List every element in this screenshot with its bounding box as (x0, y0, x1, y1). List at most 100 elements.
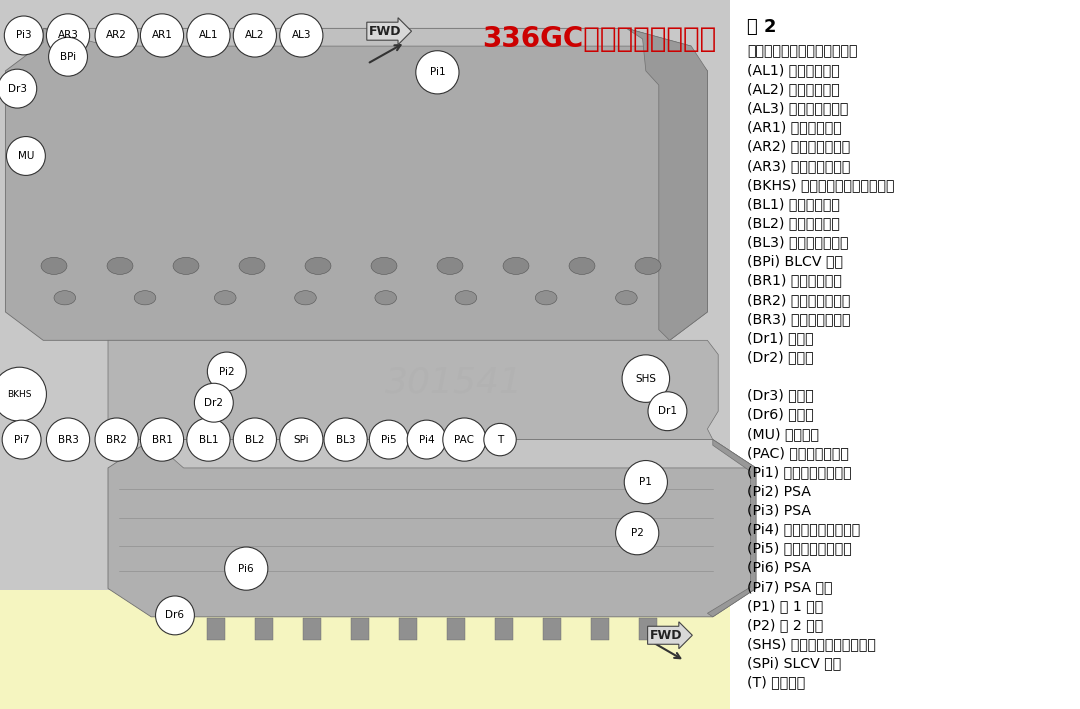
Circle shape (372, 257, 397, 274)
Text: AR2: AR2 (106, 30, 127, 40)
Text: (SPi) SLCV 端口: (SPi) SLCV 端口 (747, 657, 841, 671)
Text: Dr3: Dr3 (8, 84, 27, 94)
Ellipse shape (416, 51, 459, 94)
Bar (400, 618, 417, 640)
Polygon shape (151, 440, 756, 468)
Text: (P1) 泵 1 端口: (P1) 泵 1 端口 (747, 599, 824, 613)
Circle shape (536, 291, 557, 305)
Polygon shape (5, 28, 707, 340)
Text: 主控制阀端口（前部和后部）: 主控制阀端口（前部和后部） (747, 44, 858, 58)
Bar (0, 0, 730, 590)
Text: (PAC) 先导蓄能器端口: (PAC) 先导蓄能器端口 (747, 446, 849, 460)
Ellipse shape (484, 423, 516, 456)
Text: MU: MU (17, 151, 35, 161)
Text: SHS: SHS (635, 374, 657, 384)
Text: (BPi) BLCV 端口: (BPi) BLCV 端口 (747, 255, 843, 269)
Text: Dr2: Dr2 (204, 398, 224, 408)
Text: T: T (497, 435, 503, 445)
Text: BL2: BL2 (245, 435, 265, 445)
Text: AL2: AL2 (245, 30, 265, 40)
Circle shape (437, 257, 463, 274)
Text: (BL1) 向左前行端口: (BL1) 向左前行端口 (747, 197, 840, 211)
Text: (Dr1) 排流口: (Dr1) 排流口 (747, 331, 814, 345)
Text: (Pi3) PSA: (Pi3) PSA (747, 503, 811, 518)
Polygon shape (707, 440, 756, 617)
Circle shape (239, 257, 265, 274)
Text: AL1: AL1 (199, 30, 218, 40)
Circle shape (616, 291, 637, 305)
Bar (592, 618, 609, 640)
Ellipse shape (407, 420, 446, 459)
Text: P2: P2 (631, 528, 644, 538)
Text: FWD: FWD (369, 25, 402, 38)
Ellipse shape (207, 352, 246, 391)
Text: BR1: BR1 (151, 435, 173, 445)
Ellipse shape (443, 418, 486, 461)
Bar (351, 618, 368, 640)
Text: Pi1: Pi1 (430, 67, 445, 77)
Ellipse shape (2, 420, 41, 459)
Text: (Pi4) 回转制动器控制端口: (Pi4) 回转制动器控制端口 (747, 523, 861, 537)
Ellipse shape (0, 367, 46, 421)
Text: PAC: PAC (455, 435, 474, 445)
Text: Pi7: Pi7 (14, 435, 29, 445)
Text: AR3: AR3 (57, 30, 79, 40)
Text: Pi5: Pi5 (381, 435, 396, 445)
Ellipse shape (233, 418, 276, 461)
Text: (Dr3) 排流口: (Dr3) 排流口 (747, 389, 814, 403)
Circle shape (54, 291, 76, 305)
Circle shape (134, 291, 156, 305)
Bar (303, 618, 321, 640)
Text: Dr1: Dr1 (658, 406, 677, 416)
Bar (543, 618, 561, 640)
Ellipse shape (233, 14, 276, 57)
Polygon shape (626, 28, 707, 340)
Text: Pi3: Pi3 (16, 30, 31, 40)
Text: P1: P1 (639, 477, 652, 487)
Text: (BL2) 向右回转端口: (BL2) 向右回转端口 (747, 216, 840, 230)
Circle shape (569, 257, 595, 274)
Ellipse shape (280, 418, 323, 461)
Polygon shape (108, 340, 718, 440)
Text: (SHS) 铲斗缸盖端动行程端口: (SHS) 铲斗缸盖端动行程端口 (747, 637, 876, 652)
Text: (MU) 补油端口: (MU) 补油端口 (747, 427, 820, 441)
Text: BR3: BR3 (57, 435, 79, 445)
Bar (0, 590, 730, 709)
Circle shape (107, 257, 133, 274)
Circle shape (305, 257, 330, 274)
Ellipse shape (624, 461, 667, 503)
Text: (BR2) 铲斗连杆端端口: (BR2) 铲斗连杆端端口 (747, 293, 851, 307)
Ellipse shape (46, 418, 90, 461)
Text: AL3: AL3 (292, 30, 311, 40)
Ellipse shape (49, 38, 87, 76)
Ellipse shape (95, 14, 138, 57)
Ellipse shape (0, 69, 37, 108)
Ellipse shape (140, 14, 184, 57)
Text: (BR1) 向右前行端口: (BR1) 向右前行端口 (747, 274, 842, 288)
Ellipse shape (187, 418, 230, 461)
Ellipse shape (324, 418, 367, 461)
Ellipse shape (46, 14, 90, 57)
Text: (AL3) 斗杆缸盖端端口: (AL3) 斗杆缸盖端端口 (747, 101, 849, 116)
Ellipse shape (225, 547, 268, 590)
Text: BPi: BPi (60, 52, 76, 62)
Ellipse shape (280, 14, 323, 57)
Text: Pi2: Pi2 (219, 367, 234, 376)
Ellipse shape (95, 418, 138, 461)
Ellipse shape (6, 137, 45, 175)
Text: BL3: BL3 (336, 435, 355, 445)
Bar (730, 0, 1080, 709)
Text: (Dr2) 排流口: (Dr2) 排流口 (747, 350, 814, 364)
Ellipse shape (187, 14, 230, 57)
Text: (Dr6) 排流口: (Dr6) 排流口 (747, 408, 814, 422)
Text: (AL1) 向左后行端口: (AL1) 向左后行端口 (747, 63, 840, 77)
Ellipse shape (369, 420, 408, 459)
Polygon shape (43, 28, 691, 46)
Text: Pi6: Pi6 (239, 564, 254, 574)
Text: Pi4: Pi4 (419, 435, 434, 445)
Circle shape (375, 291, 396, 305)
Text: 图 2: 图 2 (747, 18, 777, 35)
Text: (BKHS) 铲斗油缸缸盖端压力端口: (BKHS) 铲斗油缸缸盖端压力端口 (747, 178, 895, 192)
Bar (447, 618, 464, 640)
Circle shape (41, 257, 67, 274)
